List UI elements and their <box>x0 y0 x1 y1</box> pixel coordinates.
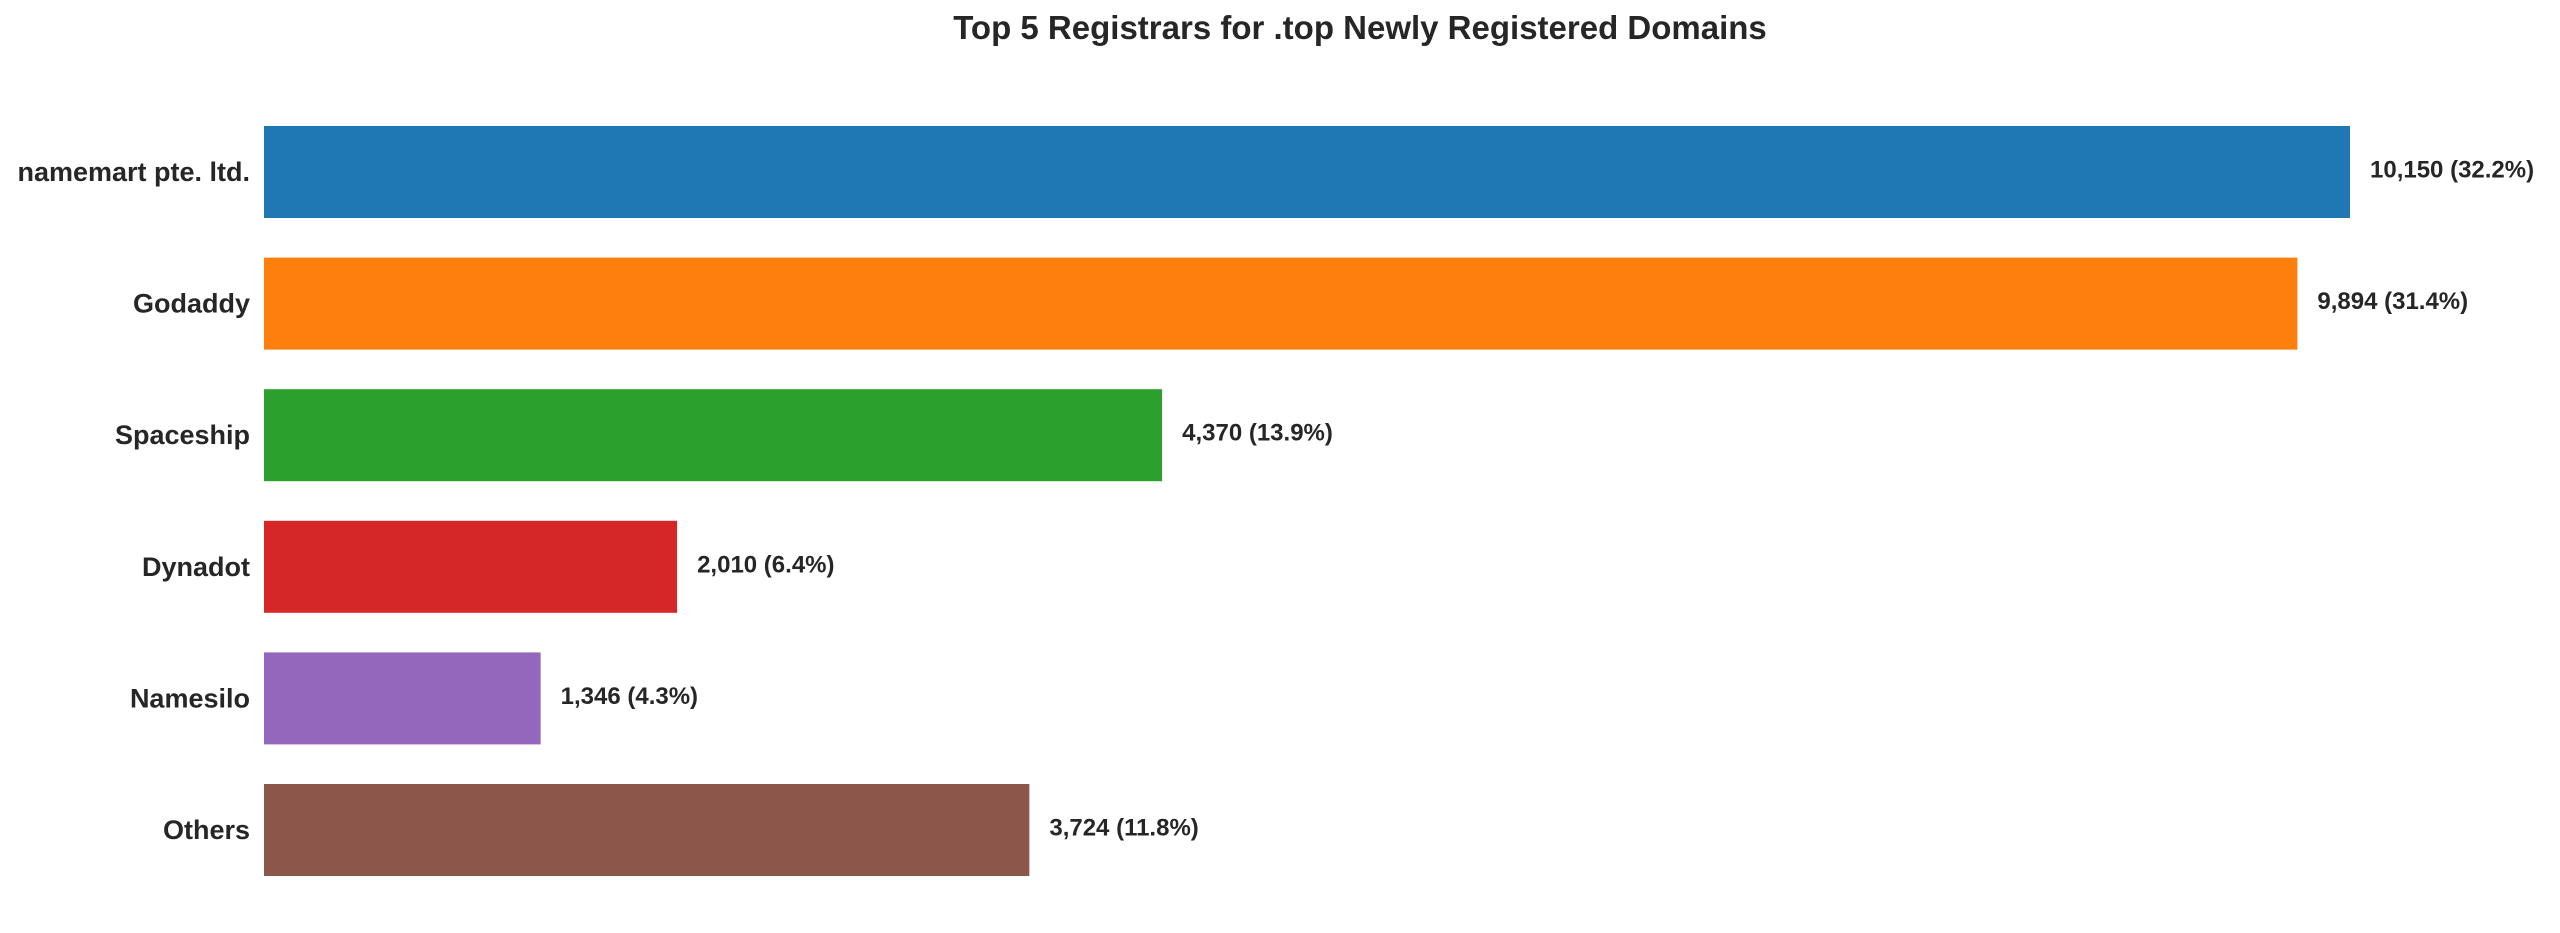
value-label-2: 4,370 (13.9%) <box>1182 420 1333 447</box>
category-label-4: Namesilo <box>130 683 250 713</box>
value-label-1: 9,894 (31.4%) <box>2317 288 2468 315</box>
bar-0 <box>264 126 2350 218</box>
bar-3 <box>264 520 678 613</box>
category-label-3: Dynadot <box>142 552 250 582</box>
value-label-4: 1,346 (4.3%) <box>561 683 698 710</box>
bar-1 <box>264 257 2298 350</box>
category-label-1: Godaddy <box>133 289 250 319</box>
bar-4 <box>264 652 541 745</box>
category-label-2: Spaceship <box>115 420 250 450</box>
category-label-0: namemart pte. ltd. <box>17 157 250 187</box>
value-label-5: 3,724 (11.8%) <box>1049 815 1198 842</box>
value-labels-layer: 10,150 (32.2%) 9,894 (31.4%) 4,370 (13.9%)… <box>561 157 2534 842</box>
bar-5 <box>264 784 1030 876</box>
chart-title: Top 5 Registrars for .top Newly Register… <box>953 9 1767 46</box>
category-labels-layer: namemart pte. ltd. Godaddy Spaceship Dynado… <box>17 157 250 845</box>
value-label-0: 10,150 (32.2%) <box>2370 157 2534 184</box>
bar-2 <box>264 389 1163 482</box>
value-label-3: 2,010 (6.4%) <box>697 551 834 578</box>
bars-layer <box>264 126 2350 876</box>
category-label-5: Others <box>163 815 250 845</box>
